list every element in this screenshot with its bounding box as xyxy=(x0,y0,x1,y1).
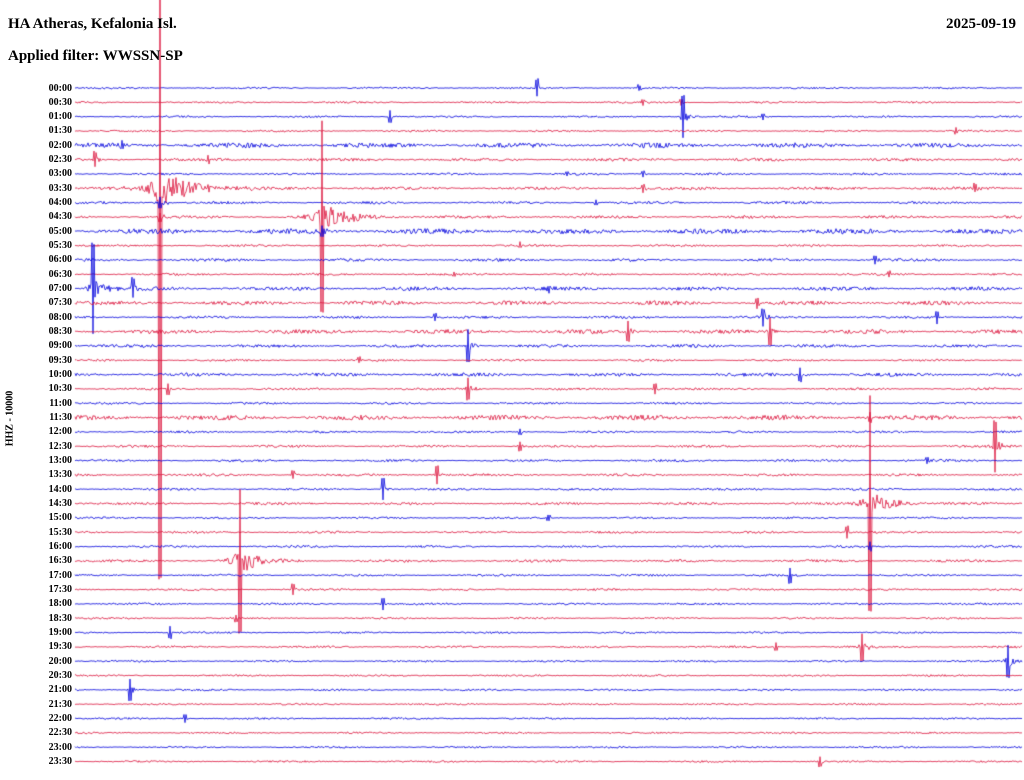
time-label: 04:00 xyxy=(48,197,72,209)
time-label: 15:30 xyxy=(48,526,72,538)
time-label: 20:00 xyxy=(48,655,72,667)
time-label: 08:30 xyxy=(48,326,72,338)
date-label: 2025-09-19 xyxy=(946,16,1016,32)
y-axis-label: HHZ - 10000 xyxy=(4,390,16,447)
time-label: 21:00 xyxy=(48,684,72,696)
time-label: 01:30 xyxy=(48,125,72,137)
time-label: 03:30 xyxy=(48,182,72,194)
time-label: 14:30 xyxy=(48,498,72,510)
time-label: 04:30 xyxy=(48,211,72,223)
time-label: 11:30 xyxy=(49,412,72,424)
time-label: 06:30 xyxy=(48,268,72,280)
time-label: 19:30 xyxy=(48,641,72,653)
time-label: 16:00 xyxy=(48,541,72,553)
time-label: 23:30 xyxy=(48,756,72,767)
time-label: 11:00 xyxy=(49,397,72,409)
time-label: 03:00 xyxy=(48,168,72,180)
time-label: 23:00 xyxy=(48,741,72,753)
time-label: 18:00 xyxy=(48,598,72,610)
time-label: 14:00 xyxy=(48,483,72,495)
time-label: 05:00 xyxy=(48,225,72,237)
time-label: 19:00 xyxy=(48,627,72,639)
time-label: 08:00 xyxy=(48,311,72,323)
filter-label: Applied filter: WWSSN-SP xyxy=(8,48,183,64)
time-label: 15:00 xyxy=(48,512,72,524)
time-label: 13:00 xyxy=(48,455,72,467)
time-label: 02:00 xyxy=(48,139,72,151)
time-label: 21:30 xyxy=(48,698,72,710)
time-label: 10:00 xyxy=(48,369,72,381)
time-label: 13:30 xyxy=(48,469,72,481)
time-label: 00:00 xyxy=(48,82,72,94)
time-label: 09:30 xyxy=(48,354,72,366)
time-label: 16:30 xyxy=(48,555,72,567)
time-label: 12:30 xyxy=(48,440,72,452)
time-label: 02:30 xyxy=(48,154,72,166)
time-label: 05:30 xyxy=(48,240,72,252)
time-label: 01:00 xyxy=(48,111,72,123)
time-label: 17:00 xyxy=(48,569,72,581)
time-label: 20:30 xyxy=(48,670,72,682)
time-label: 12:00 xyxy=(48,426,72,438)
time-label: 07:30 xyxy=(48,297,72,309)
time-label: 10:30 xyxy=(48,383,72,395)
time-label: 06:00 xyxy=(48,254,72,266)
page-title: HA Atheras, Kefalonia Isl. xyxy=(8,16,177,32)
time-label: 22:00 xyxy=(48,713,72,725)
time-label: 00:30 xyxy=(48,96,72,108)
time-label: 17:30 xyxy=(48,584,72,596)
time-label: 22:30 xyxy=(48,727,72,739)
time-label: 18:30 xyxy=(48,612,72,624)
time-label: 07:00 xyxy=(48,283,72,295)
time-label: 09:00 xyxy=(48,340,72,352)
